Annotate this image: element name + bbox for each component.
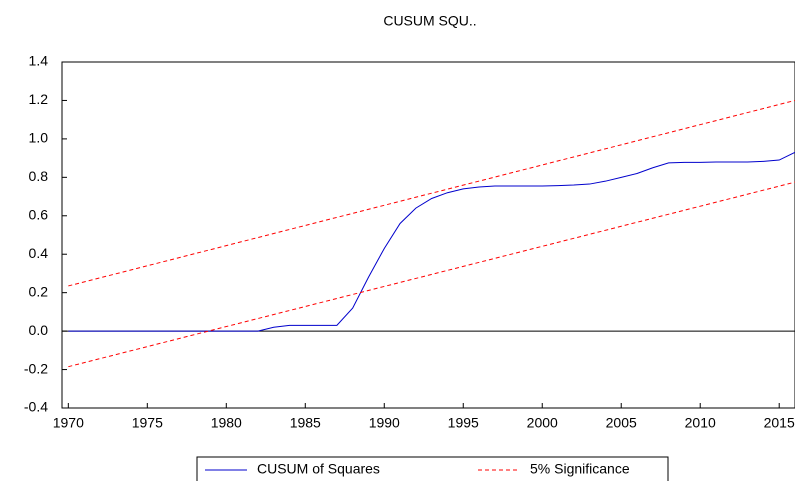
legend-label: 5% Significance [530,461,630,477]
y-tick-label: -0.4 [24,399,48,415]
plot-frame [61,61,795,409]
x-tick-label: 1995 [448,415,479,431]
chart-title: CUSUM SQU.. [383,13,476,29]
x-tick-label: 1980 [211,415,242,431]
y-tick-label: 1.0 [29,130,49,146]
line-series [68,181,795,368]
line-series [68,151,795,332]
x-tick-label: 2015 [764,415,795,431]
y-tick-label: 0.6 [29,206,49,222]
x-tick-label: 1985 [290,415,321,431]
legend-label: CUSUM of Squares [257,461,380,477]
x-tick-label: 1970 [53,415,84,431]
x-tick-label: 1975 [132,415,163,431]
y-tick-label: 0.8 [29,168,49,184]
x-tick-label: 2010 [685,415,716,431]
line-series [68,99,795,287]
legend-box [196,456,669,481]
x-tick-label: 1990 [369,415,400,431]
y-tick-label: 1.2 [29,91,49,107]
x-tick-label: 2000 [527,415,558,431]
x-tick-label: 2005 [606,415,637,431]
y-tick-label: -0.2 [24,360,48,376]
y-tick-label: 0.2 [29,283,49,299]
y-tick-label: 1.4 [29,53,49,69]
y-tick-label: 0.0 [29,322,49,338]
y-tick-label: 0.4 [29,245,49,261]
